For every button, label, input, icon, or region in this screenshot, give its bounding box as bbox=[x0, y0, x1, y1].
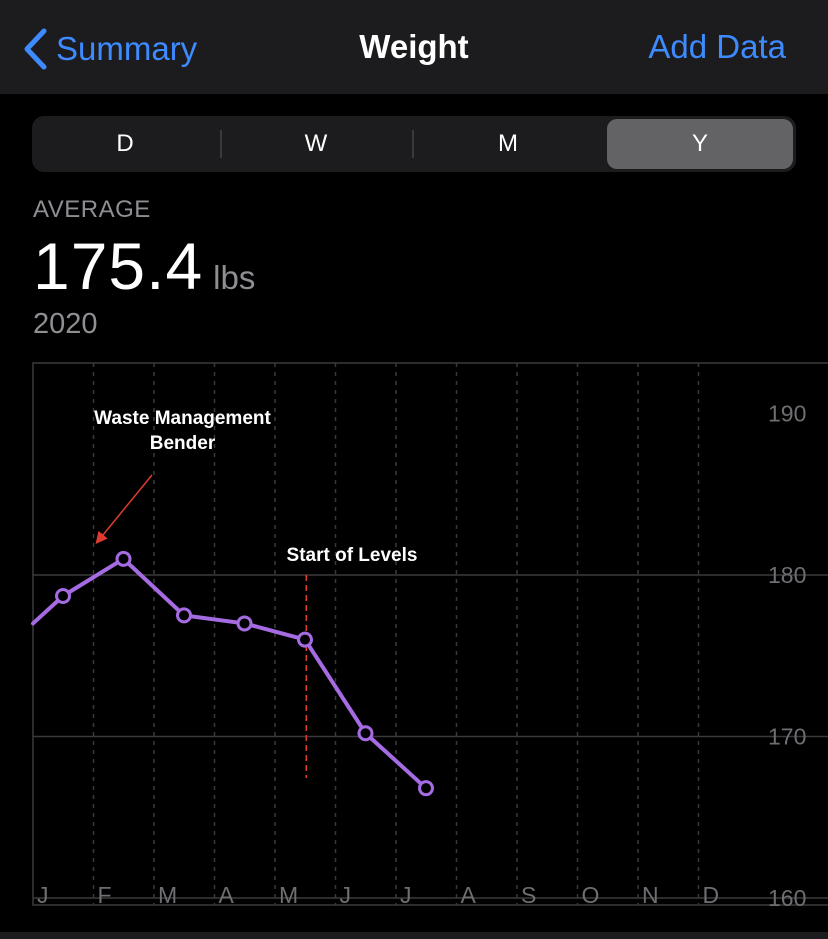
average-unit: lbs bbox=[213, 259, 256, 296]
chart-annotation-start-of-levels: Start of Levels bbox=[286, 545, 418, 566]
data-point[interactable] bbox=[297, 631, 313, 648]
weight-chart[interactable]: 190 180 170 160 J F M A M J J A S O N D bbox=[0, 360, 828, 912]
segment-month[interactable]: M bbox=[498, 130, 518, 157]
x-tick-label: N bbox=[642, 882, 659, 908]
annotation-arrow bbox=[95, 474, 153, 545]
x-tick-label: D bbox=[703, 882, 720, 908]
chevron-left-icon bbox=[24, 28, 47, 70]
x-tick-label: J bbox=[340, 882, 352, 908]
x-tick-label: S bbox=[521, 882, 536, 908]
y-tick-label: 190 bbox=[768, 401, 806, 427]
average-row: 175.4 lbs bbox=[33, 228, 255, 304]
back-button[interactable]: Summary bbox=[22, 24, 197, 74]
weight-series-line bbox=[31, 556, 428, 791]
data-point[interactable] bbox=[418, 780, 434, 797]
x-tick-label: M bbox=[158, 882, 177, 908]
add-data-button[interactable]: Add Data bbox=[648, 28, 786, 65]
segment-divider bbox=[220, 130, 222, 158]
x-tick-label: A bbox=[461, 882, 477, 908]
y-tick-label: 180 bbox=[768, 562, 806, 588]
average-label: AVERAGE bbox=[33, 196, 151, 223]
x-tick-label: A bbox=[219, 882, 235, 908]
data-point[interactable] bbox=[55, 587, 71, 604]
page-title: Weight bbox=[359, 28, 469, 65]
data-point[interactable] bbox=[115, 550, 132, 567]
x-tick-label: O bbox=[582, 882, 600, 908]
segment-year[interactable]: Y bbox=[607, 119, 793, 169]
y-tick-label: 160 bbox=[768, 885, 806, 911]
period-label: 2020 bbox=[33, 308, 98, 340]
chart-frame bbox=[32, 362, 828, 906]
y-tick-label: 170 bbox=[768, 724, 806, 750]
data-point[interactable] bbox=[357, 725, 374, 742]
x-tick-label: M bbox=[279, 882, 298, 908]
segment-day[interactable]: D bbox=[116, 130, 134, 157]
segment-divider bbox=[412, 130, 414, 158]
average-value: 175.4 bbox=[33, 229, 204, 303]
x-tick-label: J bbox=[37, 882, 49, 908]
back-label: Summary bbox=[56, 30, 198, 67]
x-tick-label: F bbox=[98, 882, 112, 908]
segment-week[interactable]: W bbox=[304, 130, 328, 157]
data-point[interactable] bbox=[176, 607, 192, 624]
chart-annotation-waste-management-bender: Waste Management Bender bbox=[94, 408, 271, 454]
data-point[interactable] bbox=[236, 615, 253, 632]
nav-bar: Summary Weight Add Data bbox=[0, 0, 828, 94]
bottom-divider bbox=[0, 932, 828, 939]
period-segmented-control: D W M Y bbox=[32, 116, 796, 172]
x-tick-label: J bbox=[400, 882, 412, 908]
